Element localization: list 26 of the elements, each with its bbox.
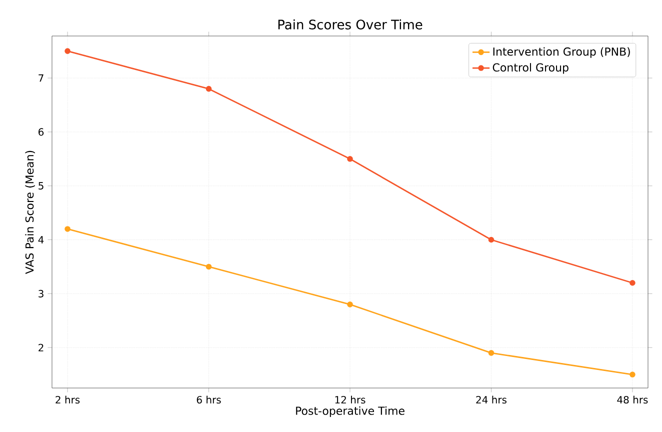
x-tick-label: 2 hrs <box>56 396 80 404</box>
y-axis-title: VAS Pain Score (Mean) <box>25 150 35 274</box>
x-tick-label: 12 hrs <box>335 396 366 404</box>
point <box>206 264 212 270</box>
point <box>630 280 636 286</box>
point <box>64 48 70 54</box>
legend-label: Intervention Group (PNB) <box>493 47 630 58</box>
x-axis-title: Post-operative Time <box>296 406 404 418</box>
point <box>488 236 494 243</box>
point <box>206 86 212 92</box>
y-tick-label: 7 <box>38 74 44 82</box>
point <box>347 302 353 308</box>
chart-title: Pain Scores Over Time <box>278 19 422 30</box>
x-tick-label: 48 hrs <box>617 396 648 404</box>
y-tick-label: 6 <box>38 128 44 136</box>
point <box>64 226 70 232</box>
point <box>488 350 494 356</box>
legend-label: Control Group <box>492 63 568 74</box>
point <box>347 156 353 162</box>
x-tick-label: 24 hrs <box>476 396 507 404</box>
y-tick-label: 2 <box>38 344 44 352</box>
y-tick-label: 5 <box>38 182 44 190</box>
y-tick-label: 3 <box>38 290 44 298</box>
y-tick-label: 4 <box>38 236 44 244</box>
x-tick-label: 6 hrs <box>196 396 221 404</box>
point <box>630 372 636 378</box>
